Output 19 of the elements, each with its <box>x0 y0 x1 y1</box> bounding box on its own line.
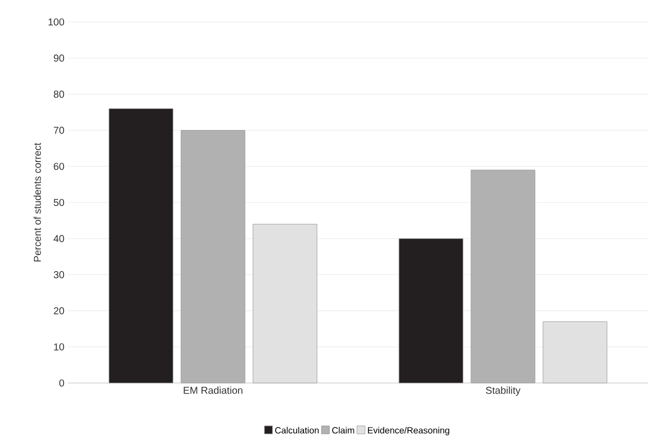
y-tick-label: 10 <box>54 343 64 350</box>
y-tick-label: 40 <box>54 235 64 242</box>
bar <box>398 238 464 384</box>
legend-label: Calculation <box>275 426 319 434</box>
y-tick-label: 50 <box>54 198 64 206</box>
y-tick-label: 20 <box>54 307 64 314</box>
y-tick-label: 0 <box>59 379 64 387</box>
legend-label: Claim <box>332 426 354 434</box>
x-tick-label: EM Radiation <box>184 386 242 394</box>
x-tick-label: Stability <box>486 386 520 396</box>
y-tick-label: 70 <box>54 126 64 134</box>
y-tick-label: 80 <box>54 90 64 98</box>
y-tick-label: 90 <box>54 54 64 62</box>
bar <box>108 108 174 384</box>
y-tick-label: 100 <box>48 18 64 26</box>
y-tick-label: 60 <box>54 162 64 170</box>
legend-label: Evidence/Reasoning <box>368 426 450 436</box>
y-tick-label: 30 <box>54 271 64 278</box>
y-axis-title: Percent of students correct <box>34 142 41 262</box>
